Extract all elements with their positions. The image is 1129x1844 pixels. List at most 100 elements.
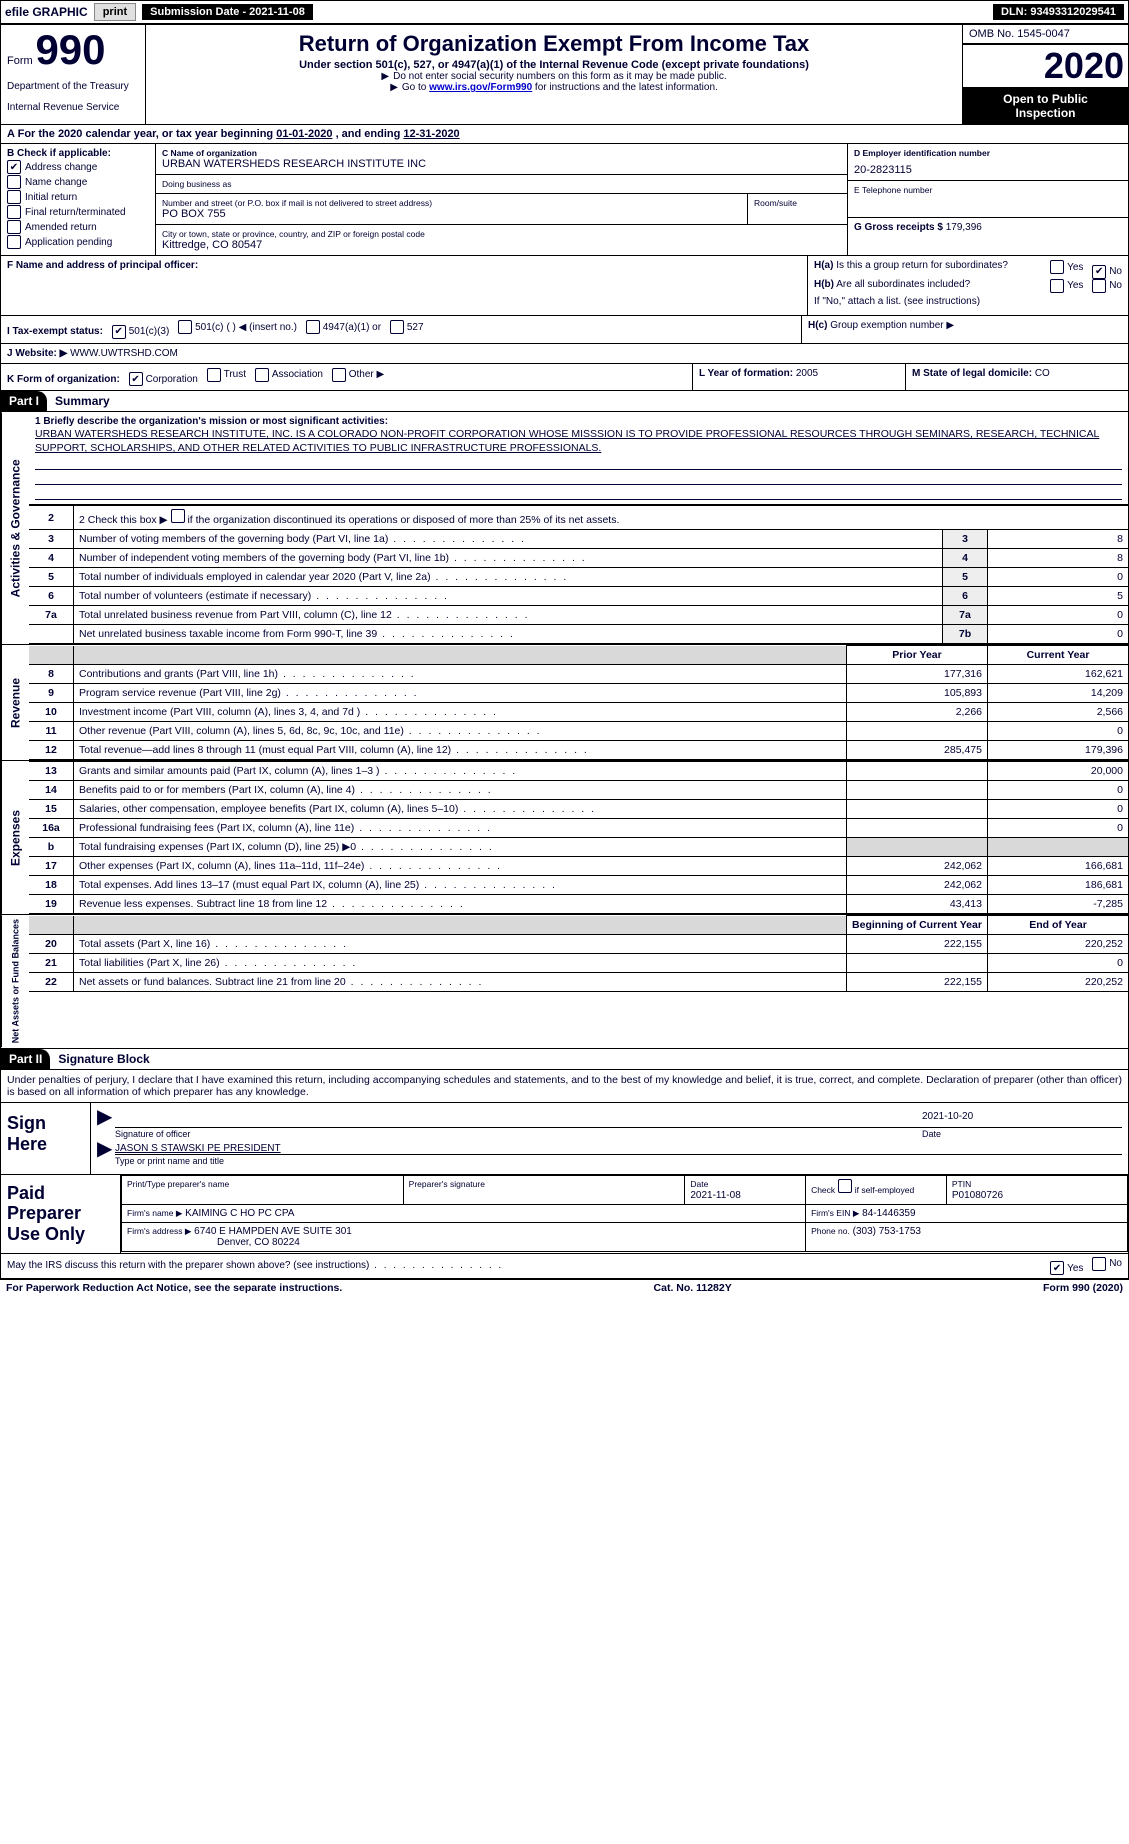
ssn-note: Do not enter social security numbers on …: [152, 71, 956, 82]
sig-arrow-icon-2: ▶: [97, 1143, 115, 1166]
table-row: 16aProfessional fundraising fees (Part I…: [29, 819, 1128, 838]
row-i-hc: I Tax-exempt status: 501(c)(3) 501(c) ( …: [0, 316, 1129, 344]
mission-text: URBAN WATERSHEDS RESEARCH INSTITUTE, INC…: [35, 427, 1122, 455]
chk-4947[interactable]: [306, 320, 320, 334]
print-button[interactable]: print: [94, 3, 136, 21]
chk-application-pending[interactable]: Application pending: [7, 235, 149, 249]
expenses-table: 13Grants and similar amounts paid (Part …: [29, 761, 1128, 914]
form-number: 990: [35, 26, 105, 73]
sign-here-label: Sign Here: [1, 1103, 91, 1174]
sig-date: 2021-10-20: [922, 1111, 1122, 1127]
hb-no[interactable]: [1092, 279, 1106, 293]
chk-initial-return-box[interactable]: [7, 190, 21, 204]
sign-here-block: Sign Here ▶ Signature of officer 2021-10…: [0, 1103, 1129, 1175]
chk-self-employed[interactable]: [838, 1179, 852, 1193]
table-row: 10Investment income (Part VIII, column (…: [29, 703, 1128, 722]
submission-date: Submission Date - 2021-11-08: [142, 4, 313, 20]
table-row: 18Total expenses. Add lines 13–17 (must …: [29, 876, 1128, 895]
entity-block: B Check if applicable: Address changeNam…: [0, 144, 1129, 256]
gross-receipts: 179,396: [946, 222, 982, 233]
year-cell: OMB No. 1545-0047 2020 Open to Public In…: [963, 25, 1128, 124]
chk-amended-return[interactable]: Amended return: [7, 220, 149, 234]
mission-block: 1 Briefly describe the organization's mi…: [29, 412, 1128, 505]
chk-other[interactable]: [332, 368, 346, 382]
discuss-with-preparer: May the IRS discuss this return with the…: [0, 1254, 1129, 1280]
table-row: 3Number of voting members of the governi…: [29, 530, 1128, 549]
firm-address-1: 6740 E HAMPDEN AVE SUITE 301: [194, 1226, 352, 1237]
year-formation: L Year of formation: 2005: [692, 364, 905, 391]
chk-501c[interactable]: [178, 320, 192, 334]
table-row: 13Grants and similar amounts paid (Part …: [29, 762, 1128, 781]
chk-address-change-box[interactable]: [7, 160, 21, 174]
vlabel-exp: Expenses: [1, 761, 29, 914]
ha-no[interactable]: [1092, 265, 1106, 279]
activities-governance: Activities & Governance 1 Briefly descri…: [0, 412, 1129, 645]
table-row: 6Total number of volunteers (estimate if…: [29, 587, 1128, 606]
discuss-no[interactable]: [1092, 1257, 1106, 1271]
col-c-name-address: C Name of organization URBAN WATERSHEDS …: [156, 144, 848, 255]
chk-527[interactable]: [390, 320, 404, 334]
chk-amended-return-box[interactable]: [7, 220, 21, 234]
table-row: 4Number of independent voting members of…: [29, 549, 1128, 568]
chk-discontinued[interactable]: [171, 509, 185, 523]
table-row: 7aTotal unrelated business revenue from …: [29, 606, 1128, 625]
chk-final-return[interactable]: Final return/terminated: [7, 205, 149, 219]
form-of-org: K Form of organization: Corporation Trus…: [1, 364, 692, 391]
row-j-website: J Website: ▶ WWW.UWTRSHD.COM: [0, 344, 1129, 364]
table-row: 17Other expenses (Part IX, column (A), l…: [29, 857, 1128, 876]
city-state-zip: Kittredge, CO 80547: [162, 239, 841, 251]
ptin: P01080726: [952, 1190, 1003, 1201]
expenses-section: Expenses 13Grants and similar amounts pa…: [0, 761, 1129, 915]
f-h-block: F Name and address of principal officer:…: [0, 256, 1129, 316]
open-to-public: Open to Public Inspection: [963, 88, 1128, 124]
table-row: 15Salaries, other compensation, employee…: [29, 800, 1128, 819]
hb-yes[interactable]: [1050, 279, 1064, 293]
chk-final-return-box[interactable]: [7, 205, 21, 219]
form-header: Form 990 Department of the Treasury Inte…: [0, 24, 1129, 125]
governance-table: 2 2 Check this box ▶ if the organization…: [29, 505, 1128, 644]
officer-name: JASON S STAWSKI PE PRESIDENT: [115, 1143, 1122, 1154]
form-prefix: Form: [7, 55, 33, 67]
net-assets-section: Net Assets or Fund Balances Beginning of…: [0, 915, 1129, 1048]
firm-phone: (303) 753-1753: [853, 1226, 921, 1237]
table-row: 12Total revenue—add lines 8 through 11 (…: [29, 741, 1128, 760]
table-row: bTotal fundraising expenses (Part IX, co…: [29, 838, 1128, 857]
table-row: Net unrelated business taxable income fr…: [29, 625, 1128, 644]
ein: 20-2823115: [854, 164, 1122, 176]
firm-name: KAIMING C HO PC CPA: [185, 1208, 294, 1219]
chk-address-change[interactable]: Address change: [7, 160, 149, 174]
website: WWW.UWTRSHD.COM: [70, 348, 178, 359]
table-row: 20Total assets (Part X, line 16)222,1552…: [29, 935, 1128, 954]
chk-initial-return[interactable]: Initial return: [7, 190, 149, 204]
officer-signature-line[interactable]: Signature of officer: [115, 1127, 922, 1139]
net-assets-table: Beginning of Current Year End of Year 20…: [29, 915, 1128, 992]
form-id-cell: Form 990 Department of the Treasury Inte…: [1, 25, 146, 124]
chk-corp[interactable]: [129, 372, 143, 386]
sig-arrow-icon: ▶: [97, 1111, 115, 1139]
principal-officer: F Name and address of principal officer:: [1, 256, 808, 315]
treasury-dept: Department of the Treasury: [7, 81, 139, 92]
vlabel-gov: Activities & Governance: [1, 412, 29, 644]
chk-assoc[interactable]: [255, 368, 269, 382]
paid-preparer-block: Paid Preparer Use Only Print/Type prepar…: [0, 1175, 1129, 1254]
form-subtitle: Under section 501(c), 527, or 4947(a)(1)…: [152, 59, 956, 71]
revenue-section: Revenue Prior Year Current Year 8Contrib…: [0, 645, 1129, 761]
street: PO BOX 755: [162, 208, 741, 220]
chk-501c3[interactable]: [112, 325, 126, 339]
form-title: Return of Organization Exempt From Incom…: [152, 31, 956, 57]
dln: DLN: 93493312029541: [993, 4, 1124, 20]
discuss-yes[interactable]: [1050, 1261, 1064, 1275]
omb-no: OMB No. 1545-0047: [963, 25, 1128, 44]
col-deg: D Employer identification number 20-2823…: [848, 144, 1128, 255]
page-footer: For Paperwork Reduction Act Notice, see …: [0, 1279, 1129, 1296]
chk-trust[interactable]: [207, 368, 221, 382]
table-row: 22Net assets or fund balances. Subtract …: [29, 973, 1128, 992]
chk-application-pending-box[interactable]: [7, 235, 21, 249]
state-domicile: M State of legal domicile: CO: [905, 364, 1128, 391]
ha-yes[interactable]: [1050, 260, 1064, 274]
table-row: 14Benefits paid to or for members (Part …: [29, 781, 1128, 800]
irs-link[interactable]: www.irs.gov/Form990: [429, 82, 532, 93]
part-ii-header: Part II Signature Block: [0, 1049, 1129, 1070]
chk-name-change-box[interactable]: [7, 175, 21, 189]
chk-name-change[interactable]: Name change: [7, 175, 149, 189]
